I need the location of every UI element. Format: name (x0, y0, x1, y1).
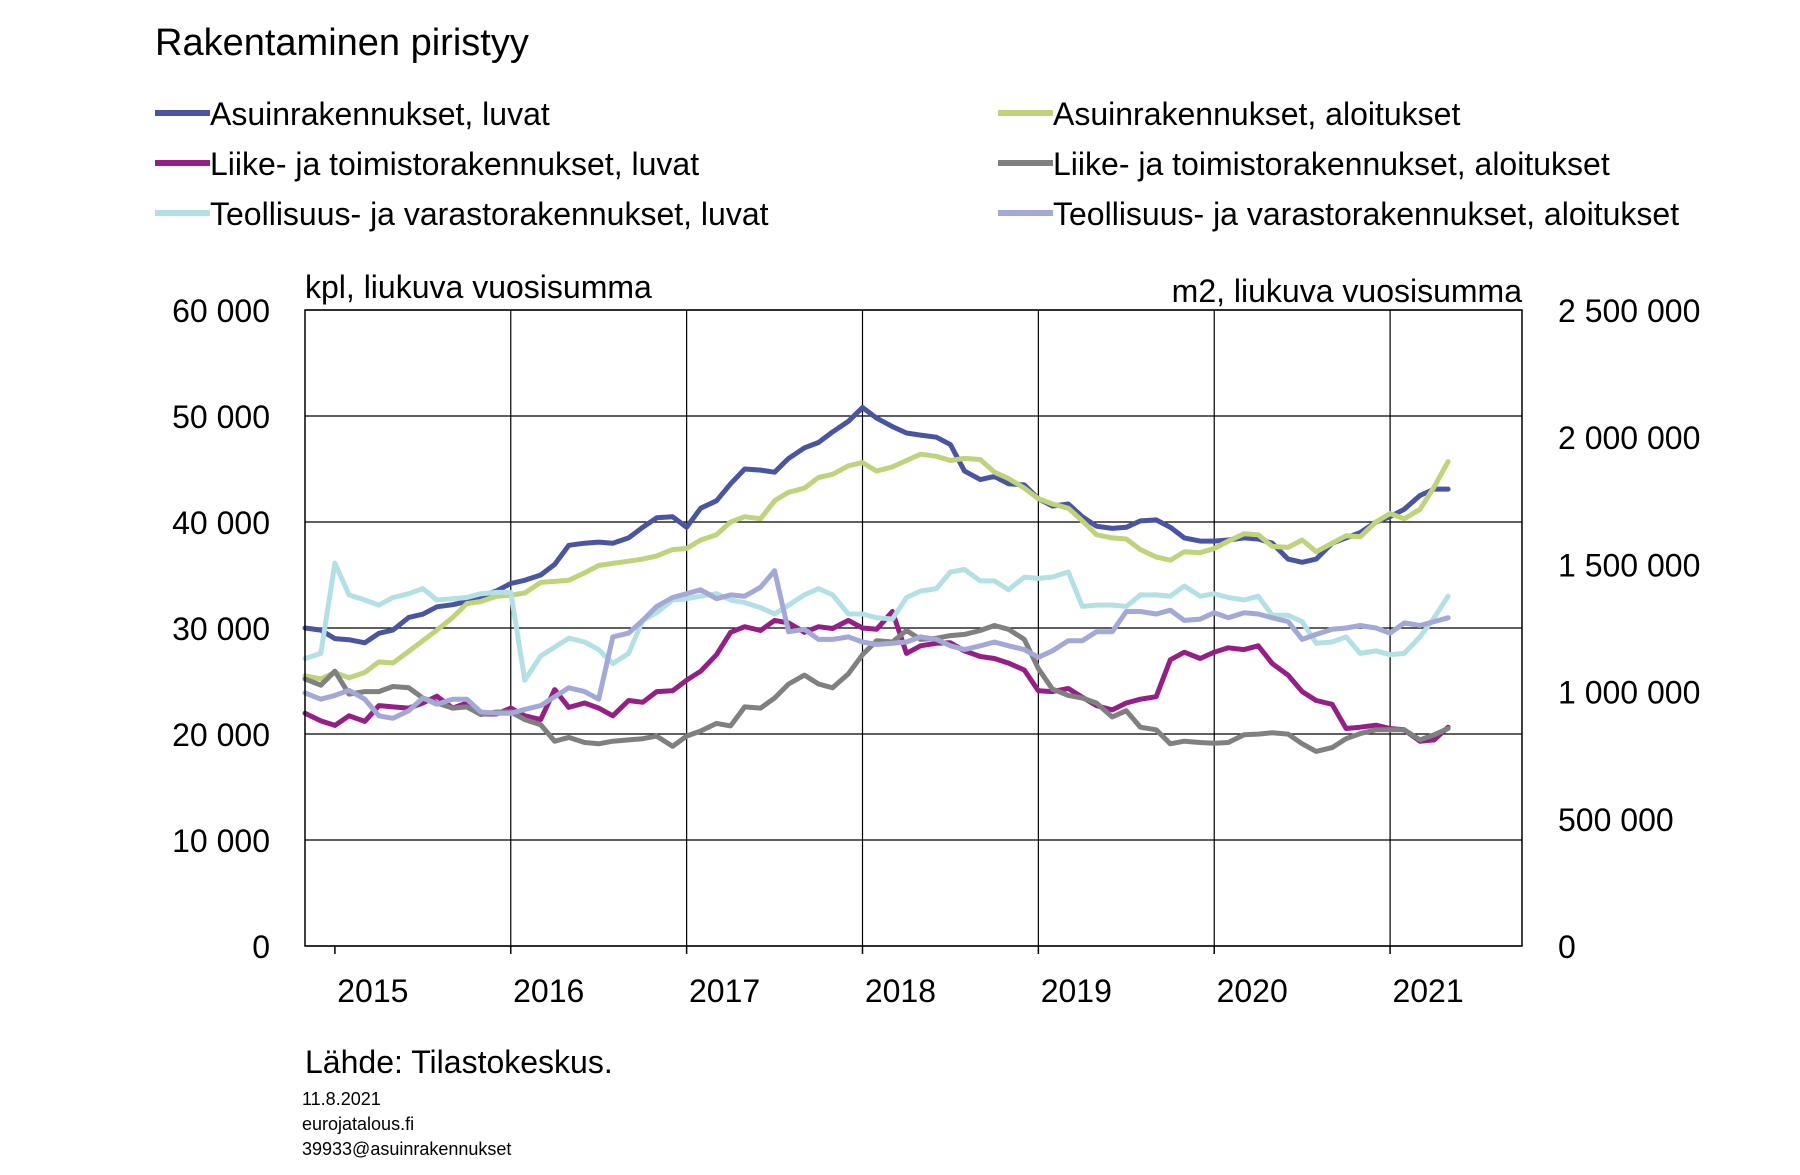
legend: Asuinrakennukset, luvat Asuinrakennukset,… (155, 96, 1679, 232)
x-tick-label: 2021 (1392, 973, 1463, 1009)
y-left-tick-label: 20 000 (172, 717, 270, 753)
x-tick-label: 2018 (865, 973, 936, 1009)
y-right-tick-label: 2 500 000 (1558, 293, 1700, 329)
y-right-tick-label: 1 000 000 (1558, 675, 1700, 711)
y-left-tick-label: 60 000 (172, 293, 270, 329)
footer-site: eurojatalous.fi (302, 1114, 414, 1134)
y-right-tick-label: 2 000 000 (1558, 420, 1700, 456)
series-line-1 (302, 405, 1451, 646)
chart-title: Rakentaminen piristyy (155, 22, 529, 64)
y-left-tick-label: 10 000 (172, 823, 270, 859)
series-line-2 (302, 451, 1451, 682)
legend-label: Teollisuus- ja varastorakennukset, luvat (210, 196, 769, 232)
y-left-tick-label: 30 000 (172, 611, 270, 647)
x-tick-label: 2020 (1217, 973, 1288, 1009)
y-right-axis: 0 500 000 1 000 000 1 500 000 2 000 000 2 500… (1558, 293, 1700, 965)
y-left-tick-label: 40 000 (172, 505, 270, 541)
y-left-tick-label: 0 (252, 929, 270, 965)
legend-label: Liike- ja toimistorakennukset, luvat (210, 146, 699, 182)
footer-code: 39933@asuinrakennukset (302, 1139, 511, 1159)
source-note: Lähde: Tilastokeskus. (305, 1044, 613, 1080)
legend-label: Teollisuus- ja varastorakennukset, aloit… (1053, 196, 1679, 232)
x-tick-label: 2016 (513, 973, 584, 1009)
series-line-3 (302, 609, 1451, 744)
y-right-tick-label: 1 500 000 (1558, 547, 1700, 583)
x-tick-label: 2015 (337, 973, 408, 1009)
y-right-tick-label: 500 000 (1558, 802, 1674, 838)
legend-label: Liike- ja toimistorakennukset, aloitukse… (1053, 146, 1610, 182)
y-left-tick-label: 50 000 (172, 399, 270, 435)
x-tick-label: 2019 (1041, 973, 1112, 1009)
x-tick-label: 2017 (689, 973, 760, 1009)
footer-date: 11.8.2021 (302, 1089, 381, 1109)
legend-label: Asuinrakennukset, luvat (210, 96, 550, 132)
right-axis-unit: m2, liukuva vuosisumma (1172, 273, 1523, 309)
left-axis-unit: kpl, liukuva vuosisumma (305, 269, 652, 305)
y-right-tick-label: 0 (1558, 929, 1576, 965)
series-line-6 (302, 568, 1451, 721)
series-line-5 (302, 560, 1451, 683)
legend-label: Asuinrakennukset, aloitukset (1053, 96, 1460, 132)
x-axis: 2015 2016 2017 2018 2019 2020 2021 (334, 946, 1464, 1009)
y-left-axis: 0 10 000 20 000 30 000 40 000 50 000 60 000 (172, 293, 270, 965)
series-group (302, 405, 1451, 754)
plot-frame (304, 309, 1523, 947)
